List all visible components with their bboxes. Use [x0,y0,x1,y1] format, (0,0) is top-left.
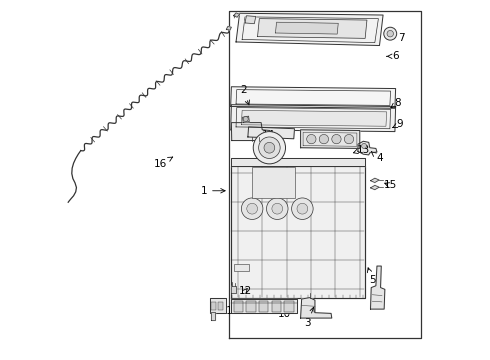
Circle shape [264,142,275,153]
Circle shape [267,198,288,220]
Text: 15: 15 [384,180,397,190]
Polygon shape [231,166,365,298]
Polygon shape [300,130,360,148]
Text: 7: 7 [391,33,404,43]
Bar [219,302,223,310]
Text: 5: 5 [368,268,376,285]
Text: 16: 16 [154,157,172,169]
Text: 4: 4 [371,152,383,163]
Text: 1: 1 [200,186,225,196]
Circle shape [253,132,286,164]
Circle shape [292,198,313,220]
Polygon shape [231,299,297,314]
Text: 3: 3 [304,307,314,328]
Circle shape [242,198,263,220]
Text: 9: 9 [393,120,402,129]
Circle shape [272,203,283,214]
Polygon shape [231,286,236,293]
Circle shape [259,137,280,158]
Text: 11: 11 [226,306,239,316]
Polygon shape [231,87,395,108]
Bar [211,302,216,310]
Bar [252,167,295,198]
Text: 2: 2 [240,85,249,105]
Circle shape [307,134,316,144]
Text: 13: 13 [353,144,370,154]
Circle shape [362,143,367,148]
Circle shape [387,31,393,37]
Circle shape [247,203,258,214]
Polygon shape [226,27,231,30]
Polygon shape [370,185,379,190]
Bar [246,301,256,312]
Polygon shape [236,13,383,45]
Polygon shape [300,298,332,318]
Circle shape [344,134,354,144]
Polygon shape [210,298,226,313]
Circle shape [243,117,248,122]
Polygon shape [211,312,215,320]
Polygon shape [231,105,395,132]
Polygon shape [231,123,271,140]
Polygon shape [258,19,367,39]
Circle shape [297,203,308,214]
Polygon shape [370,266,385,309]
Bar [272,301,281,312]
Polygon shape [243,116,249,123]
Polygon shape [358,141,377,155]
Circle shape [319,134,329,144]
Text: 6: 6 [387,51,399,61]
Polygon shape [248,127,294,139]
Polygon shape [370,178,379,183]
Circle shape [384,27,397,40]
Polygon shape [245,16,256,24]
Bar [259,301,269,312]
Bar [234,301,243,312]
Text: 8: 8 [391,98,401,108]
Text: 10: 10 [276,304,291,319]
Circle shape [332,134,341,144]
Polygon shape [242,111,387,126]
Text: 12: 12 [238,286,252,296]
Polygon shape [275,22,338,34]
Bar [234,264,248,271]
Polygon shape [234,13,240,17]
Bar [285,301,294,312]
Polygon shape [231,158,365,166]
Text: 14: 14 [262,130,275,143]
